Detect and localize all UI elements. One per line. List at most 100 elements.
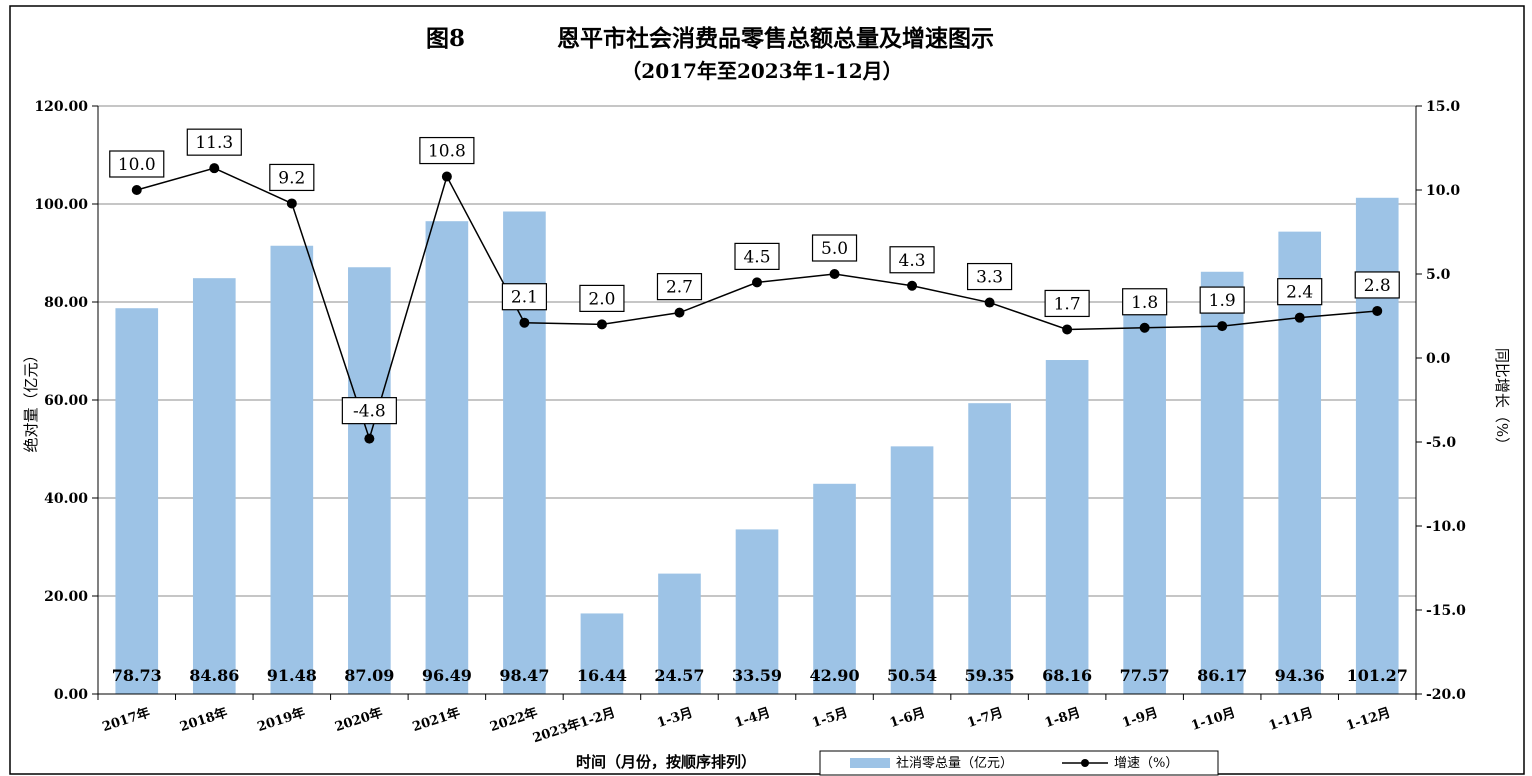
y-tick-label: 100.00 [34, 197, 88, 213]
y-tick-label: 20.00 [44, 589, 88, 605]
growth-point [209, 163, 220, 174]
y2-tick-label: 15.0 [1426, 99, 1460, 115]
y-axis-label: 绝对量（亿元） [22, 347, 40, 452]
bar [813, 483, 856, 694]
legend: 社消零总量（亿元） 增速（%） [819, 750, 1219, 776]
growth-label-box [889, 246, 935, 274]
growth-label-text: 5.0 [821, 239, 848, 259]
growth-label-box [501, 283, 548, 311]
growth-label-text: 4.3 [899, 251, 926, 271]
growth-label-text: 2.7 [666, 278, 693, 298]
y2-tick-label: -20.0 [1426, 687, 1466, 703]
growth-label: 2.7 [656, 273, 703, 301]
growth-label-text: 10.8 [428, 142, 466, 162]
growth-label: 4.5 [734, 242, 780, 270]
bar-value-label: 16.44 [577, 666, 627, 685]
growth-label-box [579, 284, 625, 312]
growth-label: 1.8 [1122, 288, 1168, 316]
growth-point [674, 307, 685, 318]
growth-label-box [186, 128, 242, 156]
chart-title: 图8 恩平市社会消费品零售总额总量及增速图示 [426, 25, 994, 52]
bar-value-label: 84.86 [189, 666, 239, 685]
growth-point [441, 171, 452, 182]
y2-tick-label: -10.0 [1426, 519, 1466, 535]
bar [890, 446, 934, 694]
growth-point [829, 269, 840, 279]
growth-point [519, 317, 530, 328]
bar [580, 613, 624, 694]
y2-tick-label: 10.0 [1426, 183, 1460, 199]
bar-value-label: 101.27 [1347, 666, 1408, 685]
growth-label-box [1122, 288, 1168, 316]
growth-label-box [966, 262, 1013, 291]
bar [1200, 271, 1244, 694]
growth-label-text: 10.0 [118, 155, 156, 175]
growth-point [364, 433, 375, 444]
legend-line-label: 增速（%） [1114, 756, 1178, 771]
bar-value-label: 96.49 [422, 666, 472, 685]
y-tick-label: 120.00 [34, 99, 88, 115]
growth-label-text: 2.4 [1286, 283, 1313, 303]
y-tick-label: 80.00 [44, 295, 88, 311]
y2-tick-label: 5.0 [1426, 267, 1451, 283]
growth-label: 4.3 [889, 246, 935, 274]
growth-label: 11.3 [186, 128, 242, 156]
growth-label-text: 4.5 [743, 247, 770, 267]
growth-label: -4.8 [341, 397, 397, 425]
bar-value-label: 87.09 [344, 666, 394, 685]
growth-label-text: 3.3 [976, 268, 1003, 288]
y2-tick-label: 0.0 [1426, 351, 1451, 367]
bar-layer [115, 197, 1399, 695]
growth-label: 10.0 [109, 150, 165, 178]
growth-label: 2.4 [1277, 278, 1323, 306]
grid-layer [98, 105, 1416, 597]
bar [270, 245, 314, 695]
growth-label: 9.2 [269, 163, 315, 192]
growth-point [1062, 324, 1073, 335]
growth-label-box [419, 136, 475, 165]
bar-value-label: 59.35 [965, 666, 1015, 685]
bar [1123, 313, 1166, 694]
growth-label-box [1199, 286, 1245, 314]
chart-subtitle: （2017年至2023年1-12月） [621, 59, 902, 83]
growth-label-text: 2.0 [588, 289, 615, 309]
bar [1278, 231, 1322, 695]
growth-point [907, 280, 918, 291]
growth-label: 2.0 [579, 284, 625, 312]
bar-value-label: 24.57 [654, 666, 704, 685]
growth-point [752, 277, 762, 288]
y2-axis-label: 同比增长（%） [1493, 348, 1511, 452]
label-layer: 78.73 84.86 91.48 87.09 96.49 98.47 16.44 24.57… [109, 128, 1408, 685]
legend-bar-swatch [850, 758, 890, 768]
growth-label-box [1354, 271, 1400, 299]
growth-point [286, 198, 297, 209]
growth-label-text: 1.7 [1054, 294, 1081, 314]
y2-tick-label: -5.0 [1426, 435, 1456, 451]
growth-label-box [811, 234, 858, 262]
growth-label-box [1277, 278, 1323, 306]
growth-label: 2.8 [1354, 271, 1400, 299]
y2-tick-label: -15.0 [1426, 603, 1466, 619]
growth-label-text: 2.8 [1364, 276, 1391, 296]
growth-label-box [269, 163, 315, 192]
bar-value-label: 68.16 [1042, 666, 1092, 685]
bar-value-label: 94.36 [1275, 666, 1325, 685]
growth-label-text: 11.3 [195, 133, 233, 153]
growth-label: 10.8 [419, 136, 475, 165]
growth-point [596, 319, 607, 330]
legend-bar-label: 社消零总量（亿元） [896, 755, 1013, 771]
growth-label-text: 2.1 [511, 288, 538, 308]
bar-value-label: 98.47 [499, 666, 549, 685]
growth-label-box [656, 273, 703, 301]
bar-value-label: 78.73 [112, 666, 162, 685]
growth-label: 1.9 [1199, 286, 1245, 314]
growth-point [1294, 312, 1305, 323]
growth-label-text: 1.8 [1131, 293, 1158, 313]
growth-label: 3.3 [966, 262, 1013, 291]
bar-value-label: 42.90 [809, 666, 859, 685]
bar [115, 308, 159, 694]
growth-label-box [341, 397, 397, 425]
y-tick-label: 0.00 [54, 687, 88, 703]
growth-point [1372, 305, 1383, 316]
